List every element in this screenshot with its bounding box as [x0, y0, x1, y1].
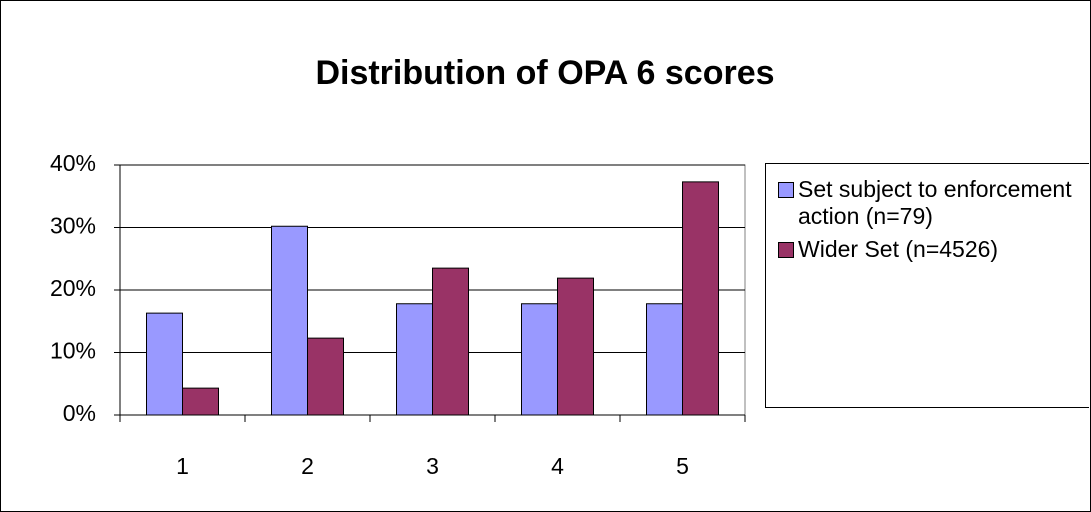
bar	[182, 387, 219, 416]
bar	[396, 303, 433, 416]
x-tick-label: 2	[301, 453, 314, 479]
x-tick-label: 5	[676, 453, 689, 479]
y-tick-label: 40%	[50, 150, 96, 176]
bar	[307, 337, 344, 416]
x-tick-label: 3	[426, 453, 439, 479]
bar	[146, 312, 183, 416]
y-tick-label: 10%	[50, 338, 96, 364]
bar	[557, 277, 594, 416]
bar	[682, 181, 719, 416]
legend-swatch	[778, 182, 794, 198]
x-tick-label: 4	[551, 453, 564, 479]
legend-item: Set subject to enforcement action (n=79)	[778, 176, 1089, 230]
y-tick-label: 0%	[63, 400, 96, 426]
x-tick-label: 1	[176, 453, 189, 479]
y-tick-label: 20%	[50, 275, 96, 301]
legend-item: Wider Set (n=4526)	[778, 236, 1089, 263]
legend: Set subject to enforcement action (n=79)…	[765, 163, 1089, 408]
bar	[521, 303, 558, 416]
bar	[432, 267, 469, 416]
bar	[646, 303, 683, 416]
legend-label: Wider Set (n=4526)	[798, 236, 999, 262]
bar	[271, 225, 308, 416]
legend-label: Set subject to enforcement action (n=79)	[798, 176, 1072, 229]
legend-swatch	[778, 242, 794, 258]
chart-title: Distribution of OPA 6 scores	[315, 54, 774, 92]
y-tick-label: 30%	[50, 213, 96, 239]
